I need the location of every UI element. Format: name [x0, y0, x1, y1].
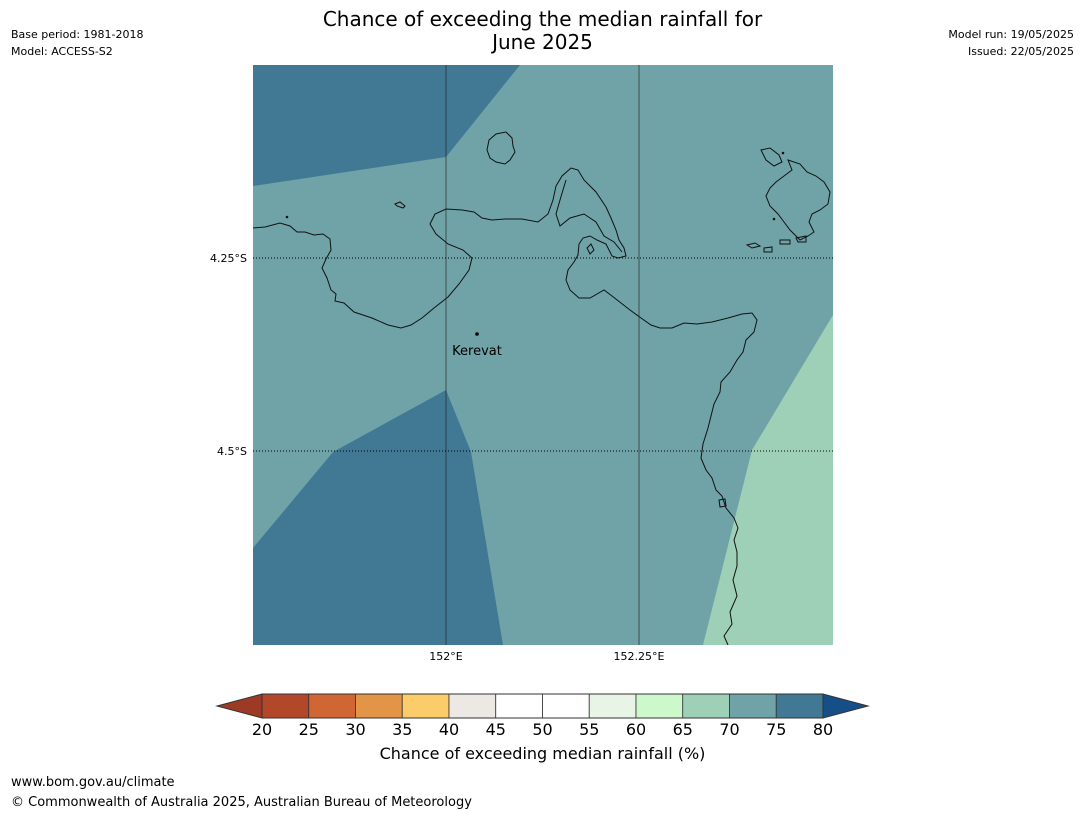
model-run: Model run: 19/05/2025	[948, 28, 1074, 41]
meta-left: Base period: 1981-2018 Model: ACCESS-S2	[11, 26, 143, 60]
model-name: Model: ACCESS-S2	[11, 45, 113, 58]
colorbar-bin	[682, 693, 730, 719]
colorbar-over-arrow	[822, 693, 870, 719]
colorbar-bin	[542, 693, 590, 719]
colorbar-tick-label: 45	[486, 720, 506, 739]
place-label-kerevat: Kerevat	[452, 344, 502, 359]
colorbar-tick-label: 35	[392, 720, 412, 739]
colorbar-bin	[401, 693, 450, 719]
footer-url[interactable]: www.bom.gov.au/climate	[11, 775, 175, 790]
colorbar-tick-label: 30	[345, 720, 365, 739]
colorbar-tick-label: 70	[719, 720, 739, 739]
colorbar: 20 25 30 35 40 45 50 55 60 65 70 75 80	[215, 693, 870, 739]
meridians	[445, 65, 640, 645]
colorbar-bin	[588, 693, 637, 719]
colorbar-bin	[635, 693, 684, 719]
colorbar-tick-label: 40	[439, 720, 459, 739]
lat-label-4-25s: 4.25°S	[210, 252, 247, 265]
islet	[285, 215, 289, 219]
colorbar-bin	[308, 693, 356, 719]
map-area: Kerevat	[253, 65, 833, 645]
colorbar-tick-label: 65	[673, 720, 693, 739]
colorbar-tick-label: 50	[532, 720, 552, 739]
colorbar-under-arrow	[215, 693, 263, 719]
colorbar-bin	[355, 693, 403, 719]
islet	[772, 217, 776, 221]
region-75-80-southwest	[253, 390, 503, 645]
colorbar-bins	[261, 693, 824, 719]
colorbar-frame	[261, 693, 824, 719]
lat-label-4-5s: 4.5°S	[217, 445, 247, 458]
footer-copyright: © Commonwealth of Australia 2025, Austra…	[11, 795, 472, 810]
colorbar-ticks: 20 25 30 35 40 45 50 55 60 65 70 75 80	[252, 720, 833, 739]
colorbar-tick-label: 55	[579, 720, 599, 739]
meta-right: Model run: 19/05/2025 Issued: 22/05/2025	[948, 26, 1074, 60]
islet	[781, 151, 785, 155]
colorbar-bin	[775, 693, 824, 719]
colorbar-tick-label: 60	[626, 720, 646, 739]
lon-label-152e: 152°E	[429, 650, 462, 663]
title-line-2: June 2025	[492, 30, 593, 54]
colorbar-tick-label: 80	[813, 720, 833, 739]
region-75-80-north	[253, 65, 520, 186]
coastline	[253, 131, 831, 645]
chart-title: Chance of exceeding the median rainfall …	[0, 8, 1085, 54]
colorbar-tick-label: 75	[766, 720, 786, 739]
kerevat-marker	[475, 332, 479, 336]
colorbar-tick-label: 25	[299, 720, 319, 739]
region-65-70-southeast	[703, 315, 833, 645]
colorbar-bin	[729, 693, 777, 719]
colorbar-tick-label: 20	[252, 720, 272, 739]
colorbar-label: Chance of exceeding median rainfall (%)	[379, 744, 706, 763]
colorbar-bin	[495, 693, 543, 719]
axis-labels: 4.25°S 4.5°S 152°E 152.25°E	[210, 252, 664, 663]
base-period: Base period: 1981-2018	[11, 28, 144, 41]
parallels	[253, 257, 833, 452]
lon-label-152-25e: 152.25°E	[614, 650, 665, 663]
issued-date: Issued: 22/05/2025	[967, 45, 1074, 58]
title-line-1: Chance of exceeding the median rainfall …	[322, 7, 763, 31]
colorbar-bin	[448, 693, 497, 719]
colorbar-bin	[261, 693, 310, 719]
